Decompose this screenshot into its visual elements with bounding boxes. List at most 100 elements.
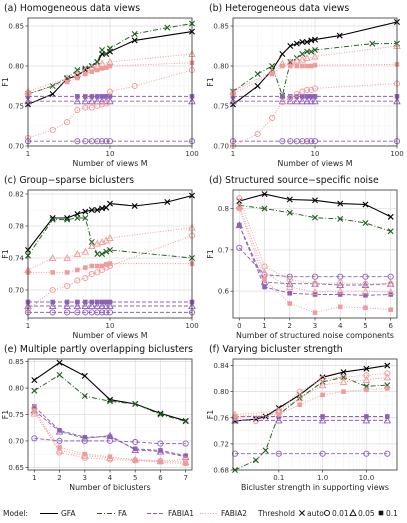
figure-legend: Model: GFA FA FABIA1 FABIA2 Threshold auto 0.01… <box>3 509 398 518</box>
marker-x <box>56 359 63 366</box>
tick-label-x: 10.0 <box>359 474 375 482</box>
series-FABIA1-4 <box>31 435 189 447</box>
marker-triangle <box>286 283 294 291</box>
marker-x <box>312 214 318 221</box>
marker-square <box>304 94 310 99</box>
marker-triangle <box>286 279 294 287</box>
tick-label-y: 0.80 <box>8 385 24 393</box>
marker-square <box>237 206 242 211</box>
marker-x <box>337 200 344 207</box>
marker-triangle <box>295 394 304 402</box>
marker-triangle <box>81 97 90 105</box>
marker-circle <box>311 138 319 145</box>
marker-square <box>57 428 62 433</box>
marker-square <box>158 448 163 453</box>
legend-marker-x <box>299 510 305 516</box>
marker-square <box>320 392 325 398</box>
marker-x <box>81 393 88 399</box>
series-line <box>238 206 391 293</box>
marker-square <box>304 63 310 69</box>
axis-label-x: Number of biclusters <box>69 483 151 492</box>
marker-square <box>89 94 95 99</box>
marker-square <box>363 292 368 298</box>
marker-square <box>308 94 314 99</box>
marker-triangle <box>303 97 311 105</box>
series-FA-1 <box>230 40 400 99</box>
marker-triangle <box>156 447 165 455</box>
legend-threshold-label: Threshold <box>257 509 295 518</box>
marker-circle <box>64 309 71 316</box>
tick-label-x: 6 <box>388 322 393 330</box>
marker-triangle <box>260 268 269 276</box>
marker-triangle <box>278 59 287 67</box>
marker-square <box>294 63 300 69</box>
marker-circle <box>287 94 294 102</box>
marker-triangle <box>30 409 39 417</box>
marker-square <box>99 263 105 269</box>
marker-circle <box>261 263 268 270</box>
marker-circle <box>252 417 259 425</box>
marker-square <box>337 304 343 310</box>
legend-threshold-0.01: 0.01 <box>332 509 349 518</box>
marker-circle <box>236 244 243 251</box>
marker-square <box>94 299 100 305</box>
marker-circle <box>236 195 243 202</box>
marker-x <box>293 40 300 47</box>
marker-circle <box>384 450 391 457</box>
marker-square <box>287 290 293 296</box>
series-line <box>238 247 391 278</box>
marker-square <box>299 94 305 99</box>
marker-x <box>31 377 38 384</box>
marker-triangle <box>268 67 276 75</box>
marker-circle <box>287 138 294 145</box>
marker-x <box>299 39 306 45</box>
marker-triangle <box>106 58 114 66</box>
marker-square <box>287 301 293 306</box>
marker-x <box>49 91 56 97</box>
marker-triangle <box>383 373 392 381</box>
marker-triangle <box>318 381 327 389</box>
marker-square <box>83 94 88 99</box>
marker-triangle <box>48 302 57 310</box>
marker-circle <box>296 388 303 395</box>
series-FABIA1-3 <box>30 406 190 460</box>
marker-triangle <box>55 427 64 435</box>
marker-circle <box>293 90 300 98</box>
marker-x <box>286 196 293 203</box>
marker-x <box>107 247 113 253</box>
marker-triangle <box>88 242 96 250</box>
marker-circle <box>157 440 164 447</box>
legend-threshold-auto: auto <box>307 509 324 518</box>
marker-circle <box>49 286 56 294</box>
marker-triangle <box>311 97 319 105</box>
tick-label-y: 0.7 <box>218 246 229 254</box>
marker-square <box>364 387 369 392</box>
marker-x <box>49 83 56 89</box>
marker-x <box>132 400 139 407</box>
axis-label-x: Number of views M <box>72 331 147 340</box>
marker-x <box>94 251 101 257</box>
marker-square <box>337 292 343 297</box>
marker-circle <box>275 408 282 415</box>
marker-square <box>64 299 70 305</box>
marker-circle <box>74 138 81 145</box>
marker-square <box>312 94 318 99</box>
tick-label-y: 0.85 <box>8 23 24 31</box>
marker-triangle <box>231 410 239 418</box>
legend-model-FA: FA <box>118 509 128 518</box>
series-line <box>238 224 391 286</box>
marker-triangle <box>311 288 319 296</box>
marker-circle <box>31 405 38 412</box>
marker-x <box>88 207 95 213</box>
marker-triangle <box>275 416 283 424</box>
marker-triangle <box>307 97 315 105</box>
panel-title: (e) Multiple partly overlapping bicluste… <box>4 344 193 355</box>
marker-square <box>158 459 163 465</box>
marker-circle <box>231 450 239 457</box>
marker-square <box>388 307 393 313</box>
marker-square <box>107 94 113 99</box>
marker-circle <box>74 106 81 114</box>
marker-square <box>103 262 109 267</box>
axis-label-x: Number of structured noise components <box>236 331 394 340</box>
marker-square <box>312 62 318 68</box>
